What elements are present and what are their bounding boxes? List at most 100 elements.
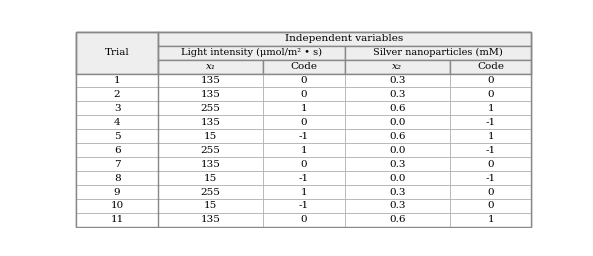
- Text: 135: 135: [200, 160, 221, 169]
- Bar: [158, 60, 263, 73]
- Bar: [263, 143, 345, 157]
- Bar: [158, 213, 263, 227]
- Text: 255: 255: [200, 104, 221, 113]
- Bar: [76, 171, 158, 185]
- Text: 0.3: 0.3: [389, 90, 406, 99]
- Bar: [263, 73, 345, 88]
- Text: 0: 0: [487, 187, 494, 197]
- Bar: [345, 199, 450, 213]
- Text: 0: 0: [487, 160, 494, 169]
- Bar: [158, 157, 263, 171]
- Text: 0.3: 0.3: [389, 201, 406, 210]
- Text: -1: -1: [299, 174, 309, 183]
- Bar: [158, 185, 263, 199]
- Bar: [450, 213, 531, 227]
- Text: 1: 1: [487, 104, 494, 113]
- Bar: [76, 129, 158, 143]
- Text: 15: 15: [204, 201, 217, 210]
- Text: 1: 1: [301, 104, 307, 113]
- Text: 135: 135: [200, 118, 221, 127]
- Bar: [263, 88, 345, 101]
- Bar: [450, 129, 531, 143]
- Bar: [76, 115, 158, 129]
- Text: Independent variables: Independent variables: [285, 34, 404, 43]
- Text: 1: 1: [301, 187, 307, 197]
- Bar: [450, 171, 531, 185]
- Bar: [158, 143, 263, 157]
- Text: 8: 8: [114, 174, 120, 183]
- Text: 0: 0: [301, 76, 307, 85]
- Bar: [76, 73, 158, 88]
- Bar: [263, 129, 345, 143]
- Bar: [450, 185, 531, 199]
- Text: 0: 0: [301, 215, 307, 225]
- Text: 0: 0: [301, 118, 307, 127]
- Bar: [158, 101, 263, 115]
- Bar: [263, 157, 345, 171]
- Text: 0.0: 0.0: [389, 174, 406, 183]
- Text: 1: 1: [301, 146, 307, 155]
- Text: 255: 255: [200, 187, 221, 197]
- Text: 0.0: 0.0: [389, 118, 406, 127]
- Text: 3: 3: [114, 104, 120, 113]
- Bar: [263, 199, 345, 213]
- Bar: [76, 199, 158, 213]
- Text: Light intensity (μmol/m² • s): Light intensity (μmol/m² • s): [181, 48, 321, 57]
- Bar: [450, 73, 531, 88]
- Bar: [345, 171, 450, 185]
- Text: -1: -1: [299, 132, 309, 141]
- Bar: [263, 213, 345, 227]
- Bar: [158, 171, 263, 185]
- Bar: [345, 73, 450, 88]
- Bar: [158, 73, 263, 88]
- Bar: [450, 157, 531, 171]
- Text: 10: 10: [110, 201, 124, 210]
- Text: 0.6: 0.6: [389, 104, 406, 113]
- Bar: [345, 185, 450, 199]
- Text: 135: 135: [200, 76, 221, 85]
- Bar: [76, 32, 158, 73]
- Text: 0: 0: [487, 201, 494, 210]
- Bar: [450, 199, 531, 213]
- Text: -1: -1: [486, 174, 496, 183]
- Text: 11: 11: [110, 215, 124, 225]
- Text: -1: -1: [486, 118, 496, 127]
- Text: x₁: x₁: [206, 62, 215, 71]
- Text: 0.0: 0.0: [389, 146, 406, 155]
- Text: 0.6: 0.6: [389, 132, 406, 141]
- Bar: [76, 143, 158, 157]
- Bar: [76, 88, 158, 101]
- Text: 7: 7: [114, 160, 120, 169]
- Bar: [263, 60, 345, 73]
- Bar: [76, 213, 158, 227]
- Bar: [158, 46, 345, 60]
- Bar: [263, 185, 345, 199]
- Bar: [263, 101, 345, 115]
- Bar: [450, 88, 531, 101]
- Text: Code: Code: [291, 62, 317, 71]
- Bar: [345, 46, 531, 60]
- Text: 1: 1: [487, 215, 494, 225]
- Text: 0: 0: [301, 90, 307, 99]
- Text: Trial: Trial: [105, 48, 129, 57]
- Text: 0.3: 0.3: [389, 187, 406, 197]
- Bar: [263, 115, 345, 129]
- Text: 0.6: 0.6: [389, 215, 406, 225]
- Text: 135: 135: [200, 90, 221, 99]
- Text: 6: 6: [114, 146, 120, 155]
- Bar: [76, 185, 158, 199]
- Text: 0: 0: [301, 160, 307, 169]
- Bar: [345, 143, 450, 157]
- Bar: [158, 32, 531, 46]
- Bar: [345, 88, 450, 101]
- Bar: [345, 115, 450, 129]
- Text: 0.3: 0.3: [389, 160, 406, 169]
- Text: 0: 0: [487, 90, 494, 99]
- Bar: [345, 129, 450, 143]
- Bar: [345, 60, 450, 73]
- Bar: [345, 213, 450, 227]
- Bar: [158, 115, 263, 129]
- Bar: [263, 171, 345, 185]
- Text: 4: 4: [114, 118, 120, 127]
- Text: 0.3: 0.3: [389, 76, 406, 85]
